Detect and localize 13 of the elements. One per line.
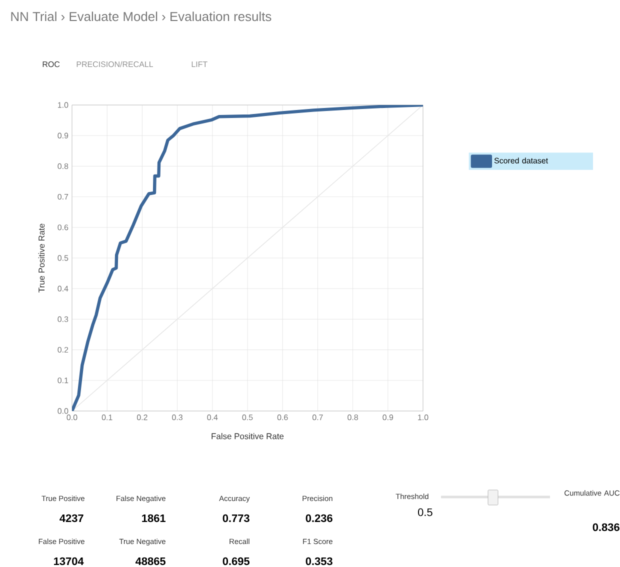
y-axis-title: True Positive Rate — [38, 224, 45, 292]
text: 0.773 — [222, 514, 250, 522]
text: 4237 — [60, 514, 84, 522]
text: 0.353 — [306, 557, 332, 566]
chart-title: NN Trial › Evaluate Model › Evaluation results — [11, 12, 272, 22]
text: 13704 — [54, 557, 84, 566]
text: 0.236 — [306, 514, 332, 522]
text: 0.5 — [418, 508, 432, 516]
text: 0.695 — [222, 557, 250, 566]
text: 48865 — [136, 557, 166, 566]
x-axis-title: False Positive Rate — [212, 432, 284, 440]
text: 1861 — [142, 514, 166, 522]
text: 0.836 — [592, 523, 620, 532]
